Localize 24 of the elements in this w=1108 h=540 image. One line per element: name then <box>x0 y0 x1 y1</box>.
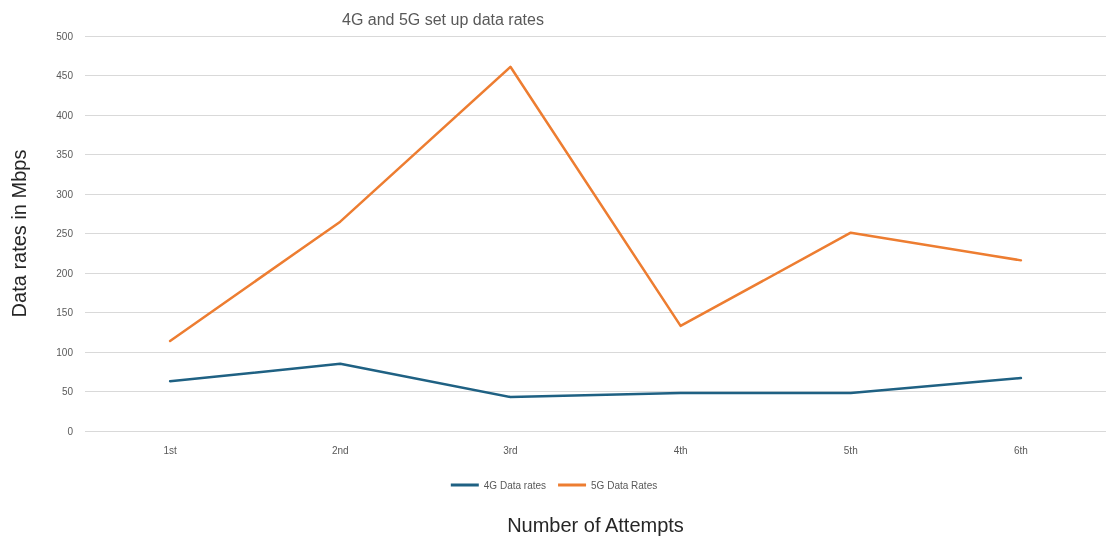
y-tick-label: 0 <box>67 425 74 437</box>
x-tick-label: 1st <box>163 444 177 456</box>
y-tick-label: 450 <box>56 70 74 81</box>
y-tick-label: 350 <box>56 149 74 160</box>
y-tick-label: 50 <box>61 386 74 397</box>
line-series <box>168 362 1023 399</box>
y-tick-label: 100 <box>56 346 74 358</box>
y-tick-label: 500 <box>56 30 74 42</box>
x-tick-label: 4th <box>673 444 688 456</box>
legend-label: 5G Data Rates <box>591 479 658 491</box>
y-tick-label: 400 <box>56 109 74 121</box>
y-tick-label: 300 <box>56 188 74 200</box>
x-axis-title: Number of Attempts <box>507 514 684 536</box>
y-axis-title: Data rates in Mbps <box>8 149 30 318</box>
x-tick-label: 2nd <box>331 444 349 456</box>
line-series <box>168 65 1023 343</box>
y-tick-label: 200 <box>56 267 74 279</box>
y-tick-label: 250 <box>56 228 74 239</box>
legend-label: 4G Data rates <box>483 479 547 491</box>
x-tick-label: 3rd <box>503 444 518 456</box>
x-tick-label: 6th <box>1013 444 1028 456</box>
x-tick-label: 5th <box>843 444 858 456</box>
chart-title: 4G and 5G set up data rates <box>342 10 544 28</box>
y-tick-label: 150 <box>56 307 74 318</box>
